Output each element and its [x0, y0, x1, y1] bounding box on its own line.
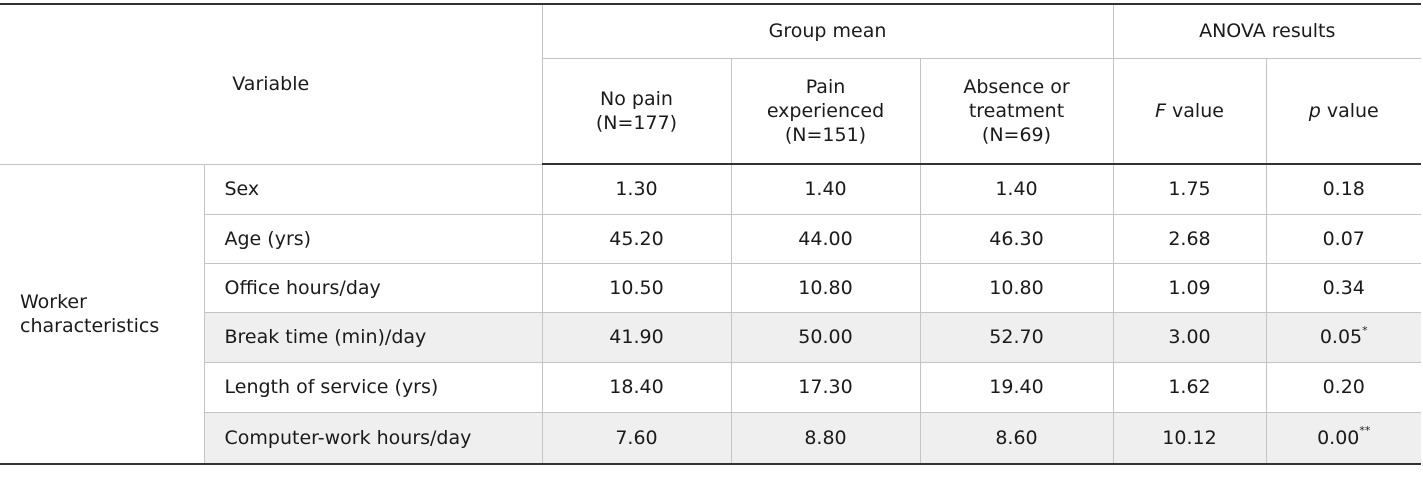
absence-cell: 46.30	[920, 214, 1114, 264]
f-symbol: F	[1155, 99, 1166, 122]
no-pain-cell: 41.90	[542, 312, 732, 363]
p-value-text: 0.00	[1317, 426, 1360, 449]
f-value-cell: 1.09	[1113, 263, 1267, 313]
variable-cell: Age (yrs)	[204, 214, 543, 264]
absence-cell: 8.60	[920, 412, 1114, 465]
absence-cell: 10.80	[920, 263, 1114, 313]
p-value-text: 0.20	[1322, 376, 1365, 398]
absence-cell: 19.40	[920, 362, 1114, 413]
p-value-text: 0.34	[1322, 276, 1365, 299]
p-value-cell: 0.00**	[1266, 412, 1421, 465]
absence-cell: 52.70	[920, 312, 1114, 363]
pain-cell: 8.80	[731, 412, 921, 465]
table-row: Computer-work hours/day 7.60 8.80 8.60 1…	[0, 412, 1421, 465]
f-value-cell: 2.68	[1113, 214, 1267, 264]
no-pain-cell: 1.30	[542, 164, 732, 215]
significance-mark: *	[1362, 323, 1368, 337]
pain-cell: 50.00	[731, 312, 921, 363]
pain-experienced-header: Pain experienced (N=151)	[731, 58, 921, 165]
p-value-text: 0.05	[1319, 326, 1363, 348]
p-value-cell: 0.34	[1266, 263, 1421, 313]
variable-header: Variable	[0, 3, 543, 165]
f-value-header: F value	[1113, 58, 1267, 165]
table-row: Age (yrs) 45.20 44.00 46.30 2.68 0.07	[0, 214, 1421, 264]
no-pain-cell: 7.60	[542, 412, 732, 465]
variable-cell: Break time (min)/day	[204, 312, 543, 363]
category-cell: Worker characteristics	[0, 164, 205, 465]
no-pain-header: No pain (N=177)	[542, 58, 732, 165]
pain-label-line1: Pain	[805, 75, 846, 98]
absence-n: (N=69)	[981, 123, 1052, 146]
no-pain-cell: 45.20	[542, 214, 732, 264]
p-value-cell: 0.05*	[1266, 312, 1421, 363]
category-line2: characteristics	[20, 314, 160, 337]
variable-cell: Office hours/day	[204, 263, 543, 313]
p-value-cell: 0.18	[1266, 164, 1421, 215]
absence-label-line1: Absence or	[963, 75, 1070, 98]
p-symbol: p	[1308, 99, 1321, 122]
pain-cell: 1.40	[731, 164, 921, 215]
f-value-cell: 1.62	[1113, 362, 1267, 413]
f-value-cell: 10.12	[1113, 412, 1267, 465]
absence-treatment-header: Absence or treatment (N=69)	[920, 58, 1114, 165]
p-value-text: 0.07	[1322, 227, 1365, 250]
pain-cell: 17.30	[731, 362, 921, 413]
variable-cell: Sex	[204, 164, 543, 215]
variable-cell: Length of service (yrs)	[204, 362, 543, 413]
no-pain-n: (N=177)	[595, 111, 678, 134]
f-value-label: value	[1166, 99, 1224, 122]
absence-cell: 1.40	[920, 164, 1114, 215]
anova-table: Variable Group mean ANOVA results No pai…	[0, 3, 1421, 465]
p-value-label: value	[1320, 99, 1379, 122]
p-value-cell: 0.07	[1266, 214, 1421, 264]
variable-cell: Computer-work hours/day	[204, 412, 543, 465]
p-value-cell: 0.20	[1266, 362, 1421, 413]
group-mean-header: Group mean	[542, 3, 1114, 59]
category-line1: Worker	[20, 290, 87, 313]
table-row: Length of service (yrs) 18.40 17.30 19.4…	[0, 362, 1421, 413]
f-value-cell: 3.00	[1113, 312, 1267, 363]
table-row: Office hours/day 10.50 10.80 10.80 1.09 …	[0, 263, 1421, 313]
f-value-cell: 1.75	[1113, 164, 1267, 215]
no-pain-cell: 10.50	[542, 263, 732, 313]
pain-cell: 44.00	[731, 214, 921, 264]
significance-mark: **	[1359, 424, 1371, 438]
p-value-text: 0.18	[1322, 178, 1365, 201]
p-value-header: p value	[1266, 58, 1421, 165]
pain-label-line2: experienced	[766, 99, 885, 122]
absence-label-line2: treatment	[968, 99, 1065, 122]
anova-results-header: ANOVA results	[1113, 3, 1421, 59]
table-row: Worker characteristics Sex 1.30 1.40 1.4…	[0, 164, 1421, 465]
no-pain-label: No pain	[600, 87, 673, 110]
table-row: Break time (min)/day 41.90 50.00 52.70 3…	[0, 312, 1421, 363]
pain-n: (N=151)	[784, 123, 867, 146]
no-pain-cell: 18.40	[542, 362, 732, 413]
pain-cell: 10.80	[731, 263, 921, 313]
